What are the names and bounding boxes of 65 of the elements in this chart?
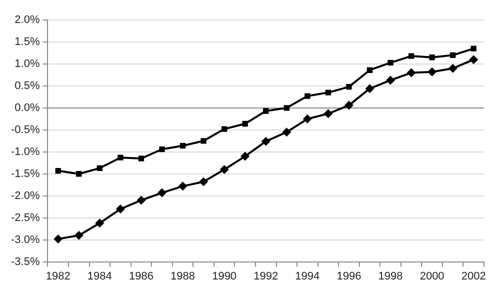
x-tick-label: 1988 (170, 270, 196, 282)
x-tick-label: 1998 (378, 270, 403, 282)
point (178, 182, 188, 191)
y-tick-label: 0.0% (14, 102, 40, 114)
point (263, 108, 269, 114)
x-tick-label: 1996 (336, 270, 362, 282)
point (200, 138, 206, 144)
x-tick-label: 2002 (461, 270, 486, 282)
point (55, 168, 61, 174)
point (221, 126, 228, 132)
point (470, 46, 476, 52)
point (240, 152, 250, 161)
point (448, 64, 458, 73)
point (76, 171, 82, 177)
point (261, 136, 270, 146)
point (450, 52, 456, 58)
point (157, 188, 166, 198)
y-tick-label: 2.0% (14, 14, 40, 26)
point (344, 100, 354, 110)
y-tick-label: 1.0% (14, 58, 40, 70)
point (386, 76, 396, 85)
y-tick-label: -2.0% (10, 190, 40, 202)
point (138, 156, 144, 162)
point (159, 146, 165, 152)
x-tick-label: 1992 (254, 270, 278, 282)
point (180, 142, 186, 149)
point (304, 93, 310, 99)
y-tick-label: -1.0% (10, 146, 40, 158)
y-tick-label: -3.5% (10, 256, 40, 268)
point (365, 84, 374, 94)
y-tick-label: 1.5% (14, 36, 40, 48)
x-tick-label: 1986 (128, 270, 154, 282)
point (54, 234, 63, 244)
x-tick-label: 1984 (87, 270, 112, 282)
point (136, 196, 146, 205)
y-tick-label: -2.5% (10, 212, 40, 224)
point (220, 164, 229, 174)
point (406, 68, 416, 78)
point (282, 128, 292, 137)
point (74, 230, 84, 240)
y-tick-label: 0.5% (14, 80, 40, 92)
point (388, 60, 394, 66)
point (366, 67, 373, 73)
x-tick-label: 1994 (295, 270, 320, 282)
y-tick-label: -0.5% (10, 124, 40, 136)
y-tick-label: -1.5% (10, 168, 40, 180)
point (284, 105, 290, 111)
x-tick-label: 2000 (420, 270, 444, 282)
point (325, 90, 332, 96)
point (408, 53, 414, 59)
point (429, 54, 435, 60)
point (324, 109, 333, 118)
point (346, 84, 352, 90)
point (469, 55, 478, 64)
point (118, 154, 124, 160)
point (96, 165, 102, 171)
y-tick-label: -3.0% (10, 234, 40, 246)
point (95, 218, 104, 228)
x-tick-label: 1982 (46, 270, 70, 282)
point (302, 114, 312, 124)
point (116, 204, 125, 214)
point (199, 177, 208, 186)
point (428, 67, 437, 76)
x-tick-label: 1990 (212, 270, 237, 282)
point (242, 120, 248, 127)
